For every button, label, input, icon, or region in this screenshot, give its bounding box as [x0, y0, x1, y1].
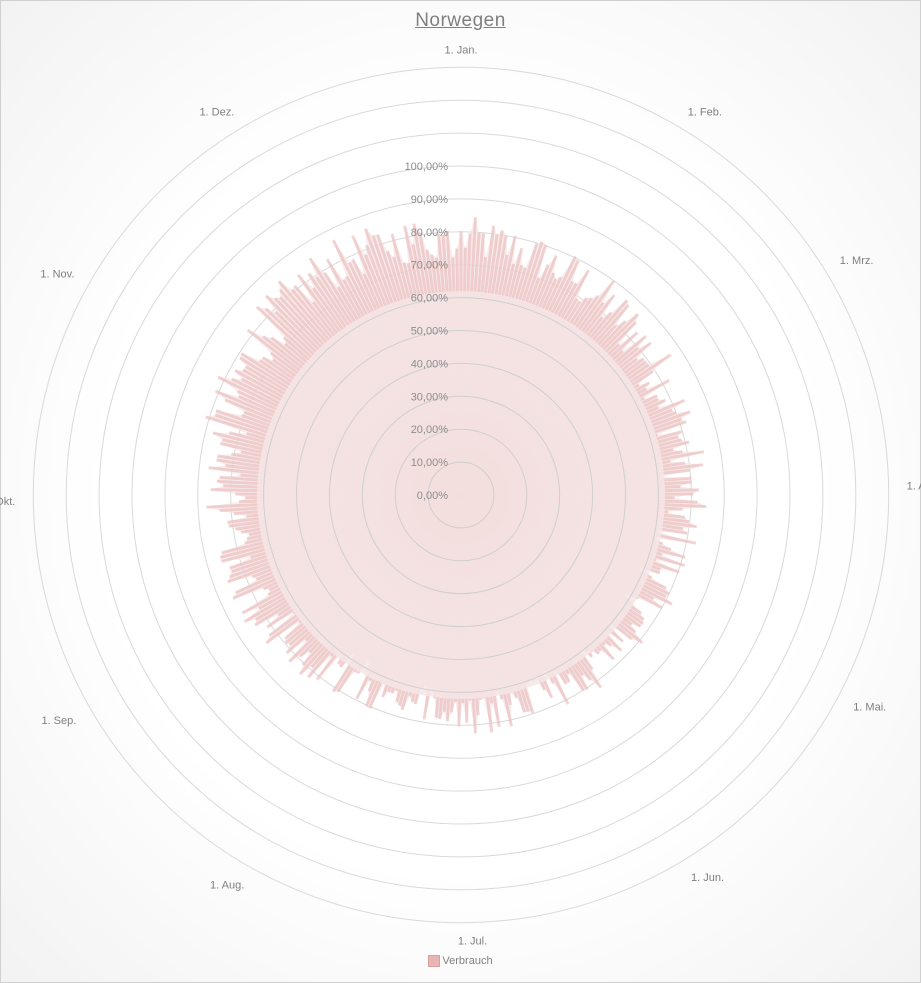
category-label-4: 1. Mai. — [853, 702, 886, 714]
category-label-5: 1. Jun. — [691, 872, 724, 884]
tick-label-7: 70,00% — [411, 260, 449, 272]
tick-label-2: 20,00% — [411, 424, 449, 436]
tick-label-6: 60,00% — [411, 293, 449, 305]
outer-ring-3 — [32, 66, 890, 924]
tick-label-0: 0,00% — [417, 490, 448, 502]
category-label-6: 1. Jul. — [458, 936, 487, 948]
grid-ring-100 — [131, 165, 791, 825]
outer-ring-1 — [98, 132, 824, 858]
tick-label-8: 80,00% — [411, 227, 449, 239]
grid-ring-overlay-50 — [296, 330, 626, 660]
category-label-1: 1. Feb. — [688, 106, 722, 118]
category-label-0: 1. Jan. — [444, 44, 477, 56]
grid-ring-overlay-40 — [328, 362, 594, 628]
grid-ring-overlay-60 — [263, 297, 659, 693]
series-verbrauch — [205, 217, 707, 734]
tick-label-9: 90,00% — [411, 194, 449, 206]
tick-label-10: 100,00% — [405, 161, 449, 173]
outer-ring-2 — [65, 99, 857, 891]
category-label-7: 1. Aug. — [210, 880, 244, 892]
category-label-8: 1. Sep. — [41, 715, 76, 727]
chart-title: Norwegen — [415, 10, 506, 31]
grid-ring-90 — [164, 198, 758, 792]
category-label-9: 1. Okt. — [0, 496, 15, 508]
legend: Verbrauch — [0, 955, 921, 968]
category-label-11: 1. Dez. — [199, 106, 234, 118]
category-label-3: 1. Apr. — [907, 480, 921, 492]
category-label-2: 1. Mrz. — [840, 255, 874, 267]
category-labels: 1. Jan. 1. Feb. 1. Mrz. 1. Apr. 1. Mai. 1. Ju… — [0, 44, 921, 947]
grid-ring-overlay-10 — [427, 461, 495, 529]
radial-tick-labels: 0,00% 10,00% 20,00% 30,00% 40,00% 50,00% 60,00… — [405, 161, 449, 502]
tick-label-1: 10,00% — [411, 457, 449, 469]
legend-label: Verbrauch — [442, 955, 493, 968]
inner-fill — [257, 291, 665, 699]
tick-label-4: 40,00% — [411, 358, 449, 370]
outer-grid — [32, 66, 890, 924]
category-label-10: 1. Nov. — [40, 268, 74, 280]
tick-label-5: 50,00% — [411, 326, 449, 338]
grid-ring-overlay-30 — [361, 395, 561, 595]
grid-ring-overlay-20 — [394, 428, 528, 562]
tick-label-3: 30,00% — [411, 391, 449, 403]
legend-swatch — [428, 955, 441, 968]
